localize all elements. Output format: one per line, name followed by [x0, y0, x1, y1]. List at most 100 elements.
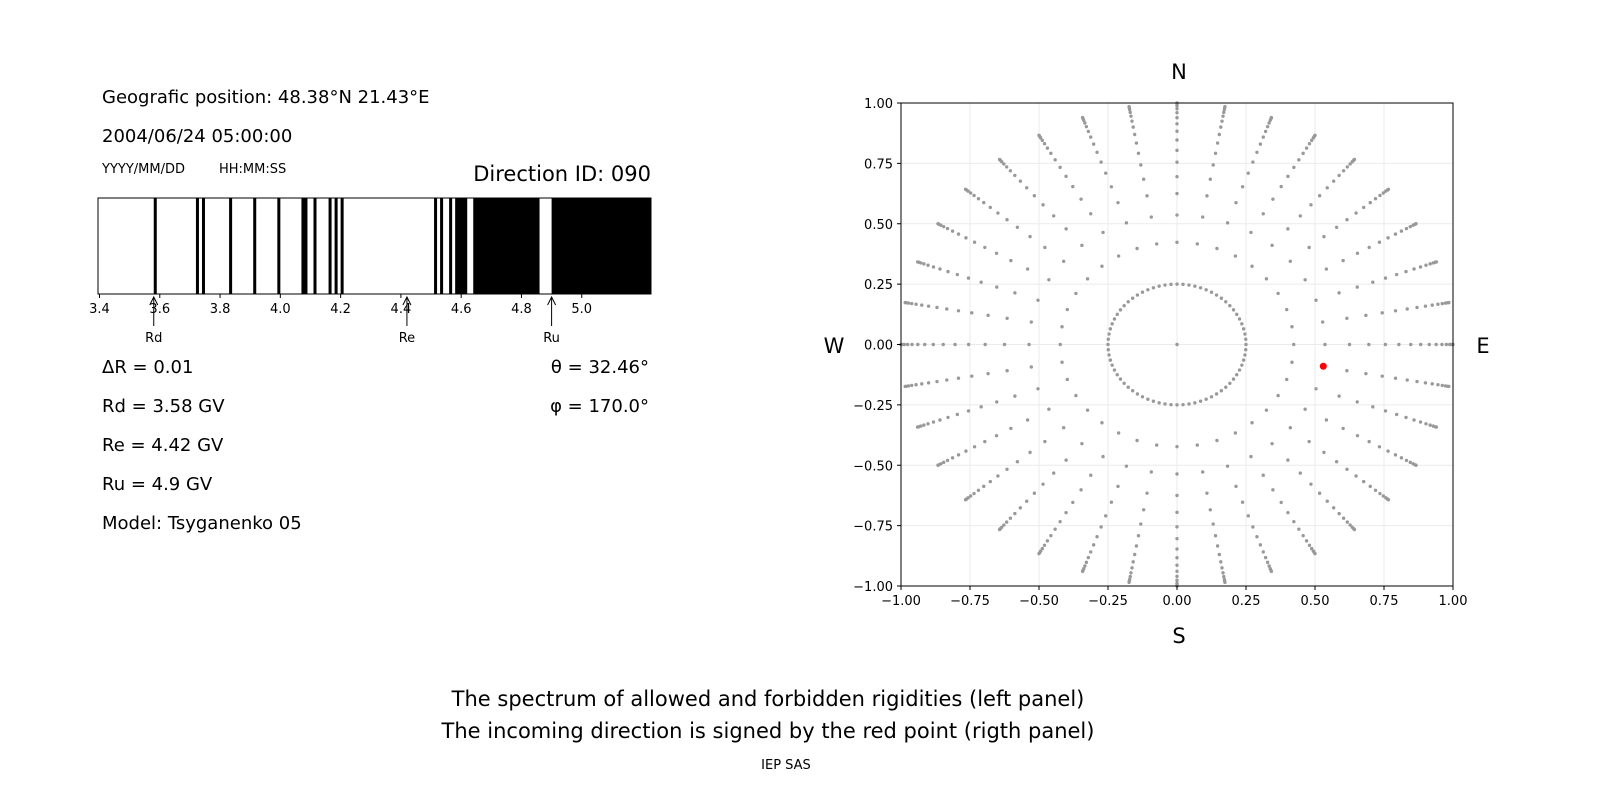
grid-point: [920, 382, 924, 386]
grid-point: [1337, 511, 1341, 516]
grid-point: [1080, 569, 1085, 574]
grid-point: [1155, 443, 1159, 447]
grid-point: [1354, 211, 1358, 215]
grid-point: [1345, 520, 1350, 524]
x-tick-label: 0.00: [1163, 594, 1192, 609]
marker-label: Rd: [145, 331, 162, 346]
marker-arrowhead: [547, 295, 557, 306]
grid-point: [956, 376, 961, 380]
grid-point: [1089, 473, 1093, 477]
grid-point: [1134, 141, 1139, 145]
grid-point: [966, 276, 971, 280]
grid-point: [1286, 458, 1290, 462]
grid-point: [1132, 552, 1137, 557]
grid-point: [1255, 150, 1259, 154]
grid-point: [1091, 543, 1096, 547]
grid-point: [1195, 242, 1199, 246]
grid-point: [1083, 121, 1087, 125]
grid-point: [1386, 187, 1391, 191]
grid-point: [1025, 418, 1030, 422]
grid-point: [1128, 574, 1132, 579]
caption-line-2: The incoming direction is signed by the …: [441, 719, 1095, 743]
grid-point: [972, 193, 976, 198]
grid-point: [1322, 450, 1326, 455]
grid-point: [1288, 426, 1293, 430]
grid-point: [1175, 160, 1179, 164]
grid-point: [1029, 320, 1034, 324]
ru-value: Ru = 4.9 GV: [102, 474, 213, 495]
grid-point: [1393, 376, 1398, 380]
grid-point: [926, 263, 930, 267]
grid-point: [1286, 510, 1290, 515]
grid-point: [1377, 240, 1382, 244]
grid-point: [914, 383, 918, 387]
grid-point: [1364, 371, 1368, 376]
grid-point: [936, 463, 940, 467]
grid-point: [1209, 290, 1214, 294]
grid-point: [1175, 240, 1179, 245]
grid-point: [1101, 230, 1105, 235]
grid-point: [1285, 307, 1289, 312]
grid-point: [1101, 454, 1105, 459]
grid-point: [982, 200, 986, 205]
grid-point: [1381, 191, 1386, 195]
grid-point: [1175, 342, 1179, 347]
grid-point: [1367, 439, 1371, 444]
spectrum-band: [301, 198, 308, 294]
grid-point: [1200, 215, 1205, 219]
grid-point: [1250, 264, 1254, 268]
spectrum-band: [328, 198, 332, 294]
compass-east: E: [1476, 334, 1489, 358]
grid-point: [1130, 296, 1135, 300]
grid-point: [1368, 484, 1372, 489]
grid-point: [1008, 516, 1013, 520]
grid-point: [916, 342, 920, 347]
grid-point: [1225, 464, 1230, 468]
grid-point: [972, 240, 977, 244]
grid-point: [1107, 353, 1111, 357]
grid-point: [1115, 312, 1119, 317]
y-tick-label: −0.75: [853, 520, 893, 535]
grid-point: [1361, 479, 1366, 484]
grid-point: [1292, 165, 1296, 170]
spectrum-band: [153, 198, 157, 294]
grid-point: [1386, 498, 1391, 502]
grid-point: [915, 425, 920, 429]
grid-point: [1345, 369, 1349, 373]
grid-point: [1412, 267, 1416, 271]
grid-point: [1263, 555, 1268, 560]
grid-point: [1157, 401, 1161, 405]
grid-point: [1322, 234, 1326, 239]
grid-point: [1095, 150, 1099, 154]
grid-point: [1251, 160, 1255, 164]
grid-point: [1345, 165, 1350, 169]
grid-point: [1419, 342, 1423, 347]
grid-point: [1127, 104, 1131, 109]
grid-point: [1317, 194, 1322, 198]
grid-point: [1130, 389, 1135, 393]
grid-point: [941, 342, 945, 347]
y-tick-label: 0.75: [864, 157, 893, 172]
grid-point: [1250, 421, 1254, 425]
grid-point: [950, 229, 955, 233]
grid-point: [1276, 393, 1280, 398]
grid-point: [986, 371, 990, 376]
grid-point: [1131, 125, 1135, 129]
grid-point: [1380, 374, 1384, 378]
grid-point: [920, 303, 924, 307]
grid-point: [1195, 443, 1199, 447]
grid-point: [983, 245, 987, 250]
grid-point: [1136, 534, 1141, 538]
grid-point: [1058, 342, 1062, 347]
grid-point: [1345, 467, 1349, 472]
grid-point: [1235, 312, 1239, 317]
spectrum-band: [229, 198, 233, 294]
grid-point: [1071, 500, 1075, 505]
grid-point: [1337, 291, 1341, 295]
grid-point: [1112, 368, 1117, 372]
grid-point: [1104, 171, 1108, 175]
grid-point: [1211, 522, 1215, 526]
grid-point: [1220, 566, 1224, 570]
grid-point: [1251, 525, 1255, 529]
